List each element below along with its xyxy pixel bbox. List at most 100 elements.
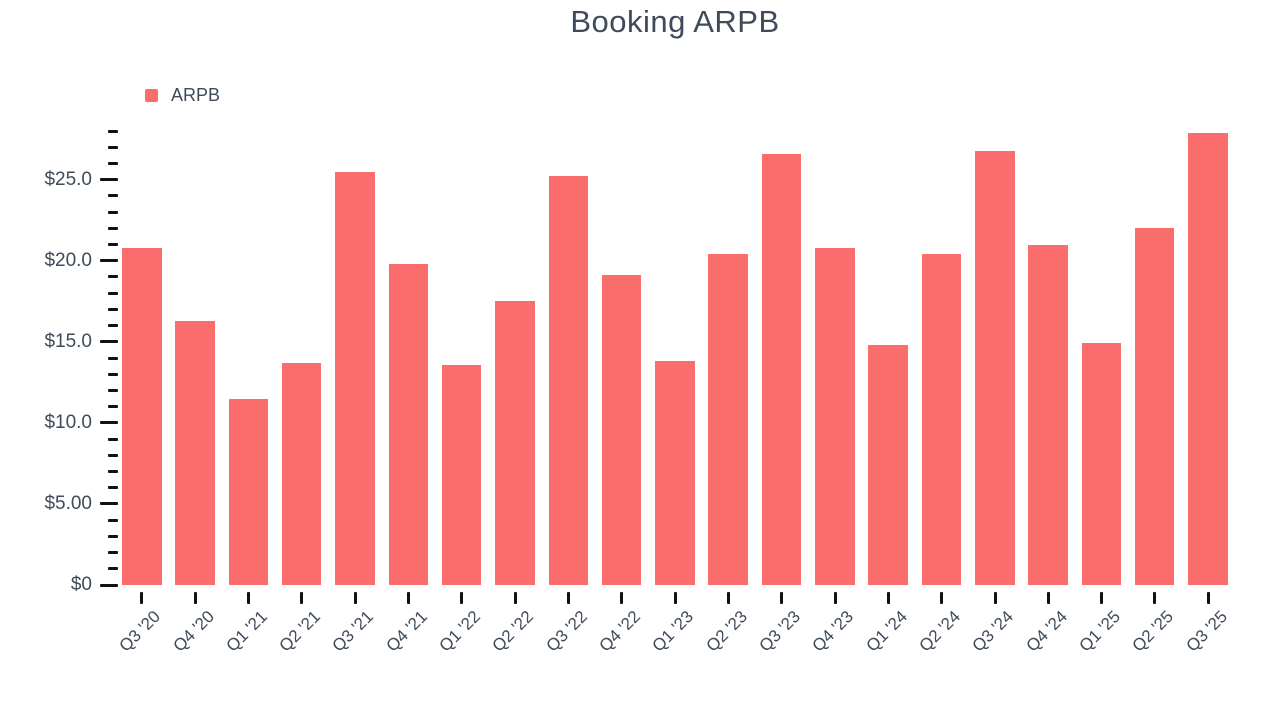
y-minor-tick-4 [108, 518, 118, 522]
bar-q3-25 [1188, 132, 1228, 585]
y-minor-tick-24 [108, 194, 118, 198]
x-tick-17 [993, 592, 997, 604]
y-major-tick-0 [100, 583, 118, 587]
y-minor-tick-6 [108, 486, 118, 490]
x-tick-11 [673, 592, 677, 604]
bar-q2-23 [708, 254, 748, 585]
bar-q2-24 [921, 254, 962, 585]
y-minor-tick-2 [108, 551, 118, 555]
x-tick-2 [193, 592, 197, 604]
x-tick-label-q2-23: Q2 '23 [702, 607, 751, 656]
legend[interactable]: ARPB [145, 85, 220, 106]
x-tick-3 [246, 592, 250, 604]
bar-q4-24 [1028, 244, 1068, 585]
x-tick-5 [353, 592, 357, 604]
y-minor-tick-23 [108, 210, 118, 214]
x-tick-label-q4-21: Q4 '21 [382, 607, 431, 656]
bar-q4-22 [601, 275, 642, 585]
y-minor-tick-1 [108, 567, 118, 571]
bar-q2-25 [1134, 228, 1175, 585]
bar-q4-23 [815, 247, 855, 585]
bar-q2-22 [495, 301, 535, 585]
x-tick-label-q2-21: Q2 '21 [275, 607, 325, 656]
y-major-tick-5 [100, 502, 118, 506]
y-minor-tick-22 [108, 226, 118, 230]
y-minor-tick-19 [108, 275, 118, 279]
plot-area [122, 131, 1228, 585]
y-tick-label-25: $25.0 [44, 168, 92, 190]
x-tick-label-q2-24: Q2 '24 [915, 607, 965, 656]
x-tick-8 [513, 592, 517, 604]
y-axis-ticks [100, 129, 118, 587]
x-tick-label-q2-22: Q2 '22 [488, 607, 538, 656]
x-tick-14 [833, 592, 837, 604]
x-tick-label-q3-20: Q3 '20 [115, 607, 165, 656]
bar-q3-24 [975, 150, 1015, 585]
y-minor-tick-21 [108, 243, 118, 246]
bar-q3-23 [761, 153, 802, 585]
x-tick-label-q4-20: Q4 '20 [169, 607, 218, 656]
bar-q2-21 [281, 362, 322, 585]
x-tick-label-q3-23: Q3 '23 [755, 607, 805, 656]
x-tick-15 [886, 592, 890, 604]
x-tick-20 [1153, 592, 1157, 604]
x-tick-1 [140, 592, 144, 604]
y-minor-tick-9 [108, 437, 118, 441]
y-minor-tick-11 [108, 405, 118, 409]
x-tick-label-q3-21: Q3 '21 [328, 607, 378, 656]
y-minor-tick-14 [108, 356, 118, 360]
x-tick-label-q4-24: Q4 '24 [1022, 607, 1071, 656]
bar-q4-21 [388, 264, 429, 585]
bar-q4-20 [175, 320, 215, 585]
y-axis-labels: $0 $5.00 $10.0 $15.0 $20.0 $25.0 [0, 131, 92, 595]
bar-q1-25 [1081, 343, 1122, 585]
bar-q1-21 [228, 398, 269, 585]
chart-title: Booking ARPB [570, 4, 780, 39]
y-minor-tick-28 [108, 129, 118, 133]
y-tick-label-5: $5.00 [44, 492, 92, 514]
x-tick-label-q4-22: Q4 '22 [595, 607, 645, 656]
x-tick-label-q3-22: Q3 '22 [542, 607, 591, 656]
y-minor-tick-27 [108, 145, 118, 149]
x-tick-16 [940, 592, 944, 604]
y-tick-label-10: $10.0 [44, 411, 92, 433]
y-minor-tick-12 [108, 388, 118, 392]
bar-series-arpb [122, 131, 1228, 585]
y-minor-tick-13 [108, 372, 118, 376]
y-major-tick-25 [100, 178, 118, 182]
legend-label-arpb: ARPB [171, 85, 221, 105]
x-tick-label-q3-25: Q3 '25 [1182, 607, 1231, 656]
x-tick-12 [726, 592, 730, 604]
legend-swatch-arpb [145, 89, 158, 102]
y-minor-tick-26 [108, 161, 118, 165]
x-tick-label-q1-24: Q1 '24 [862, 607, 911, 656]
x-tick-18 [1046, 592, 1050, 604]
x-tick-7 [460, 592, 464, 604]
bar-q3-22 [548, 176, 588, 585]
x-tick-label-q1-22: Q1 '22 [435, 607, 485, 656]
x-tick-10 [620, 592, 624, 604]
bar-q3-20 [122, 247, 162, 585]
y-major-tick-20 [100, 259, 118, 263]
x-tick-13 [780, 592, 784, 604]
y-tick-label-20: $20.0 [44, 249, 92, 271]
y-minor-tick-3 [108, 534, 118, 538]
x-tick-19 [1100, 592, 1104, 604]
x-tick-4 [300, 592, 304, 604]
x-tick-9 [566, 592, 570, 604]
y-minor-tick-16 [108, 324, 118, 328]
x-tick-label-q2-25: Q2 '25 [1128, 607, 1178, 656]
bar-q3-21 [335, 171, 375, 585]
y-major-tick-10 [100, 421, 118, 425]
y-tick-label-0: $0 [70, 574, 92, 595]
x-tick-label-q3-24: Q3 '24 [968, 607, 1018, 656]
y-tick-label-15: $15.0 [44, 330, 92, 352]
y-minor-tick-18 [108, 291, 118, 295]
x-axis-ticks [0, 592, 1280, 604]
bar-q1-24 [868, 345, 908, 585]
x-tick-6 [406, 592, 410, 604]
bar-q1-23 [655, 361, 695, 585]
x-tick-label-q1-23: Q1 '23 [648, 607, 698, 656]
x-tick-label-q1-25: Q1 '25 [1075, 607, 1125, 656]
